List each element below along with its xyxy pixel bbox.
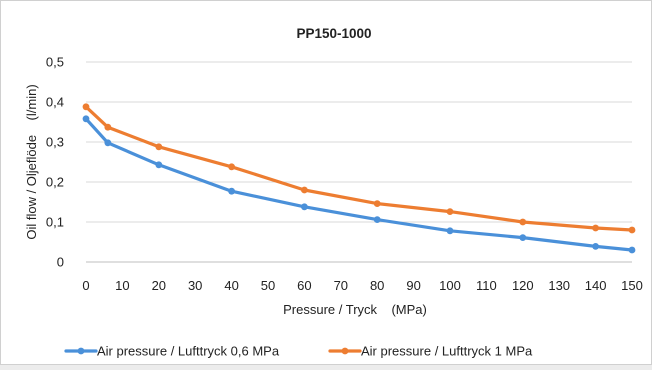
y-tick-label: 0,2: [46, 175, 64, 190]
x-tick-label: 10: [115, 278, 129, 293]
data-point: [592, 243, 599, 250]
legend: Air pressure / Lufttryck 0,6 MPa Air pres…: [64, 344, 533, 359]
series-line-1: [84, 117, 634, 252]
x-tick-label: 120: [512, 278, 534, 293]
data-point: [104, 123, 112, 131]
data-point: [592, 224, 599, 232]
y-axis-title: Oil flow / Oljeflöde (l/min): [24, 84, 39, 239]
x-tick-label: 80: [370, 278, 384, 293]
data-point: [82, 103, 90, 111]
y-tick-label: 0,3: [46, 135, 64, 150]
x-tick-label: 0: [82, 278, 89, 293]
x-tick-label: 110: [476, 278, 497, 293]
data-point: [446, 227, 454, 235]
data-point: [228, 163, 236, 171]
data-point: [373, 200, 381, 208]
x-tick-label: 140: [585, 278, 607, 293]
data-point: [373, 216, 381, 224]
x-axis-title: Pressure / Tryck (MPa): [283, 302, 427, 317]
data-point: [628, 226, 636, 234]
data-point: [301, 186, 308, 194]
x-tick-label: 100: [439, 278, 461, 293]
chart-title: PP150-1000: [296, 26, 371, 41]
x-tick-label: 90: [406, 278, 420, 293]
data-point: [104, 139, 112, 147]
x-tick-label: 40: [224, 278, 238, 293]
data-point: [519, 234, 527, 242]
legend-label-1: Air pressure / Lufttryck 0,6 MPa: [97, 344, 280, 359]
y-tick-label: 0,4: [46, 95, 64, 110]
x-tick-label: 150: [621, 278, 643, 293]
legend-label-2: Air pressure / Lufttryck 1 MPa: [361, 344, 533, 359]
y-tick-label: 0,1: [46, 215, 64, 230]
series-layer: [82, 103, 636, 254]
x-tick-label: 60: [297, 278, 311, 293]
data-point: [155, 161, 163, 169]
data-point: [446, 208, 454, 216]
y-tick-label: 0: [57, 255, 64, 270]
legend-marker-2: [341, 347, 349, 355]
x-tick-label: 70: [334, 278, 348, 293]
data-point: [82, 115, 90, 123]
data-point: [628, 246, 636, 254]
legend-marker-1: [77, 347, 85, 355]
x-tick-label: 130: [548, 278, 570, 293]
data-point: [301, 203, 308, 211]
series-line-2: [84, 105, 634, 232]
y-tick-label: 0,5: [46, 55, 64, 70]
x-tick-label: 30: [188, 278, 202, 293]
x-tick-label: 20: [152, 278, 166, 293]
data-point: [228, 187, 236, 195]
data-point: [155, 143, 163, 151]
data-point: [519, 218, 527, 226]
x-tick-label: 50: [261, 278, 275, 293]
tick-labels: 0 0,1 0,2 0,3 0,4 0,5 0 10 20 30 40 50 60 70 80 90 100 11…: [46, 55, 643, 294]
